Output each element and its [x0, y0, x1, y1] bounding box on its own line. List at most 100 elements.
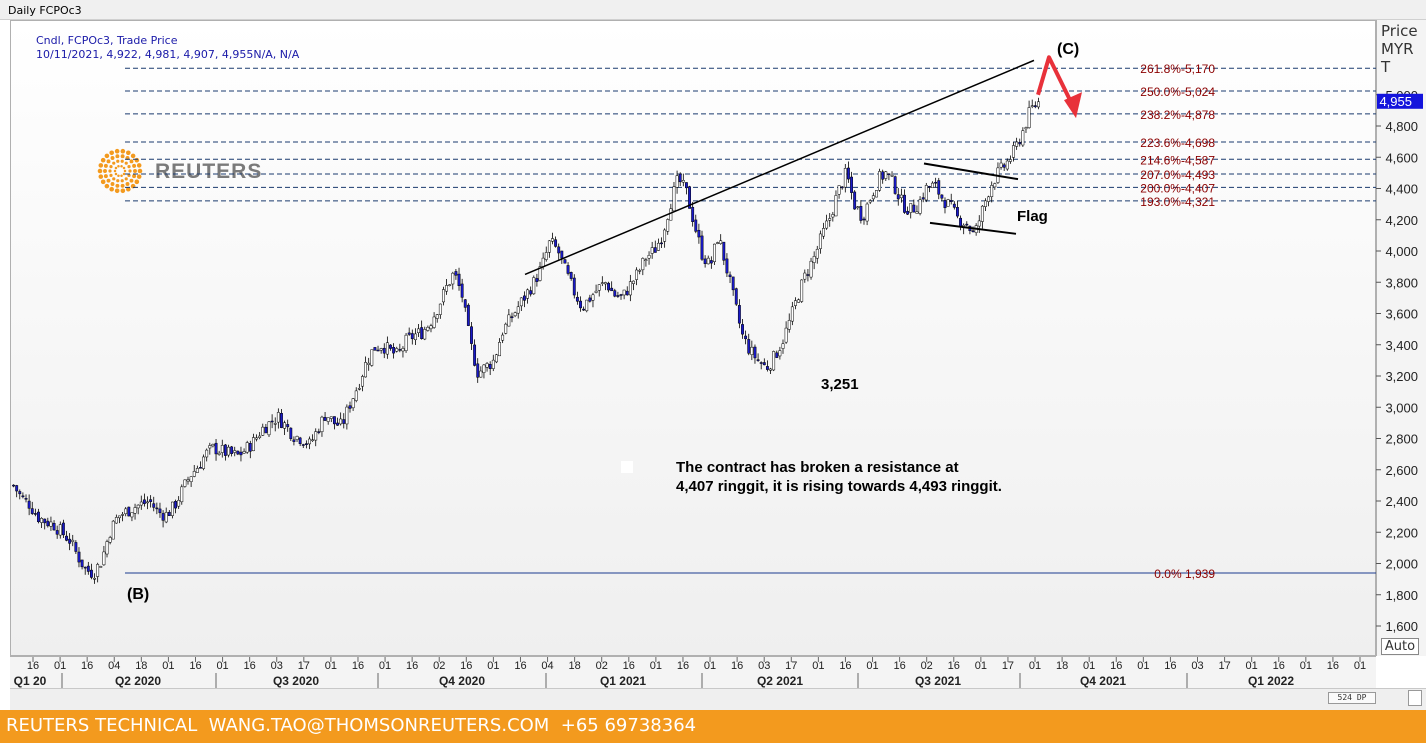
candle-up: [551, 238, 554, 242]
candle-down: [392, 347, 396, 354]
fibonacci-level-label: 0.0% 1,939: [1154, 567, 1215, 581]
candle-up: [261, 426, 265, 436]
candle-down: [236, 450, 240, 455]
date-quarter-label: Q1 2021: [600, 674, 646, 688]
candle-up: [1024, 127, 1028, 130]
price-tick-label: 4,200: [1385, 213, 1418, 228]
scrollbar-thumb[interactable]: 524 DP: [1328, 692, 1376, 704]
candle-up: [432, 316, 436, 328]
price-tick-label: 1,800: [1385, 588, 1418, 603]
candle-up: [283, 422, 287, 429]
fibonacci-level-label: 261.8%-5,170: [1140, 62, 1215, 76]
candle-down: [230, 446, 234, 454]
candle-down: [286, 424, 290, 428]
candle-down: [270, 420, 274, 423]
date-day-label: 01: [487, 660, 499, 672]
logo-dot: [134, 179, 140, 185]
candle-down: [613, 290, 617, 297]
candle-down: [292, 439, 296, 442]
date-day-label: 04: [108, 660, 120, 672]
candle-up: [136, 504, 140, 509]
price-tick-label: 2,000: [1385, 557, 1418, 572]
candle-down: [722, 241, 726, 261]
candle-up: [180, 486, 184, 503]
logo-dot: [112, 177, 116, 181]
candle-down: [896, 194, 900, 200]
candle-down: [298, 437, 302, 444]
candle-down: [77, 551, 81, 563]
logo-dot: [100, 157, 106, 163]
candle-down: [317, 431, 321, 433]
last-price-marker: [1377, 93, 1423, 109]
price-tick-label: 4,400: [1385, 182, 1418, 197]
date-quarter-label: Q1 20: [14, 674, 47, 688]
logo-dot: [136, 174, 142, 179]
logo-dot: [128, 169, 132, 173]
candle-down: [753, 346, 757, 359]
candle-down: [332, 416, 336, 425]
candle-up: [267, 421, 271, 436]
candle-up: [183, 479, 187, 487]
candle-up: [924, 185, 928, 201]
candle-down: [214, 442, 218, 455]
logo-dot: [108, 169, 112, 173]
candle-up: [878, 171, 882, 191]
logo-dot: [125, 182, 130, 186]
candle-up: [217, 452, 221, 455]
price-axis-header: Price MYR T: [1381, 22, 1418, 76]
candle-down: [853, 191, 857, 210]
date-day-label: 01: [650, 660, 662, 672]
date-day-label: 01: [812, 660, 824, 672]
time-scrollbar[interactable]: [10, 688, 1426, 710]
candle-down: [971, 230, 975, 232]
price-tick-label: 2,600: [1385, 463, 1418, 478]
price-tick-label: 3,400: [1385, 338, 1418, 353]
candle-down: [775, 352, 779, 358]
candle-down: [653, 247, 657, 253]
candle-up: [993, 183, 997, 188]
candle-down: [697, 229, 701, 238]
candle-up: [672, 186, 676, 212]
auto-scale-button[interactable]: Auto: [1381, 638, 1419, 655]
candle-up: [102, 551, 106, 566]
logo-dot: [123, 169, 127, 173]
logo-dot: [104, 153, 110, 159]
candle-up: [656, 242, 660, 251]
scroll-right-button[interactable]: [1408, 690, 1422, 706]
candle-down: [579, 300, 582, 309]
date-axis[interactable]: [10, 656, 1376, 688]
candle-up: [984, 200, 987, 207]
price-axis-header-line: Price: [1381, 22, 1418, 40]
candle-down: [167, 511, 171, 516]
candle-down: [678, 173, 682, 183]
logo-dot: [112, 161, 116, 165]
price-tick-label: 3,800: [1385, 275, 1418, 290]
candle-up: [641, 258, 645, 271]
candle-up: [385, 342, 389, 355]
fibonacci-level-label: 214.6%-4,587: [1140, 153, 1215, 167]
candle-up: [547, 240, 551, 253]
candle-down: [398, 349, 402, 351]
logo-dot: [120, 154, 125, 159]
plot-area[interactable]: [10, 20, 1376, 656]
candle-up: [1008, 159, 1012, 162]
logo-dot: [106, 159, 111, 164]
wave-c-label: (C): [1057, 41, 1079, 58]
price-axis[interactable]: [1376, 20, 1426, 656]
candle-up: [329, 416, 333, 419]
candle-up: [186, 479, 190, 482]
logo-dot: [124, 161, 128, 165]
candle-up: [899, 194, 903, 199]
date-day-label: 16: [1327, 660, 1339, 672]
candle-up: [105, 541, 109, 555]
candle-down: [535, 278, 539, 282]
candle-up: [295, 435, 299, 440]
date-quarter-label: Q1 2022: [1248, 674, 1294, 688]
candle-down: [61, 522, 65, 536]
candle-up: [1015, 141, 1019, 147]
candle-up: [435, 314, 439, 319]
logo-dot: [136, 163, 142, 168]
logo-dot: [126, 186, 131, 192]
candle-up: [491, 359, 495, 369]
logo-dot: [110, 156, 115, 160]
